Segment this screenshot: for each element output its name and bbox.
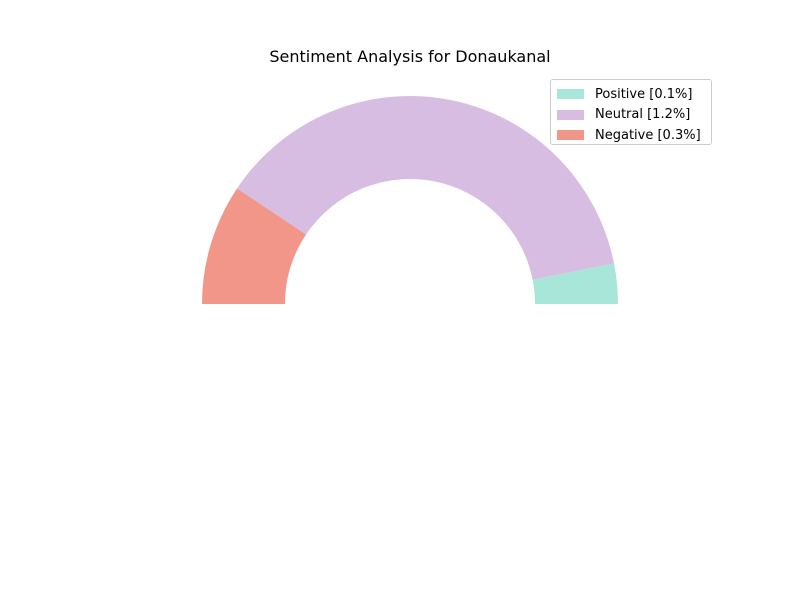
legend-swatch-neutral [557,109,584,120]
slice-negative [202,188,307,304]
slice-neutral [237,95,615,280]
chart-title: Sentiment Analysis for Donaukanal [269,47,551,66]
legend-swatch-positive [557,89,584,100]
legend-item-negative: Negative [0.3%] [557,125,705,146]
legend-label-neutral: Neutral [1.2%] [595,107,691,123]
legend-item-neutral: Neutral [1.2%] [557,105,705,126]
legend-swatch-negative [557,130,584,141]
legend-label-negative: Negative [0.3%] [595,127,701,143]
legend-label-positive: Positive [0.1%] [595,86,693,102]
chart-legend: Positive [0.1%] Neutral [1.2%] Negative … [550,79,712,145]
legend-item-positive: Positive [0.1%] [557,84,705,105]
slice-positive [532,263,618,304]
